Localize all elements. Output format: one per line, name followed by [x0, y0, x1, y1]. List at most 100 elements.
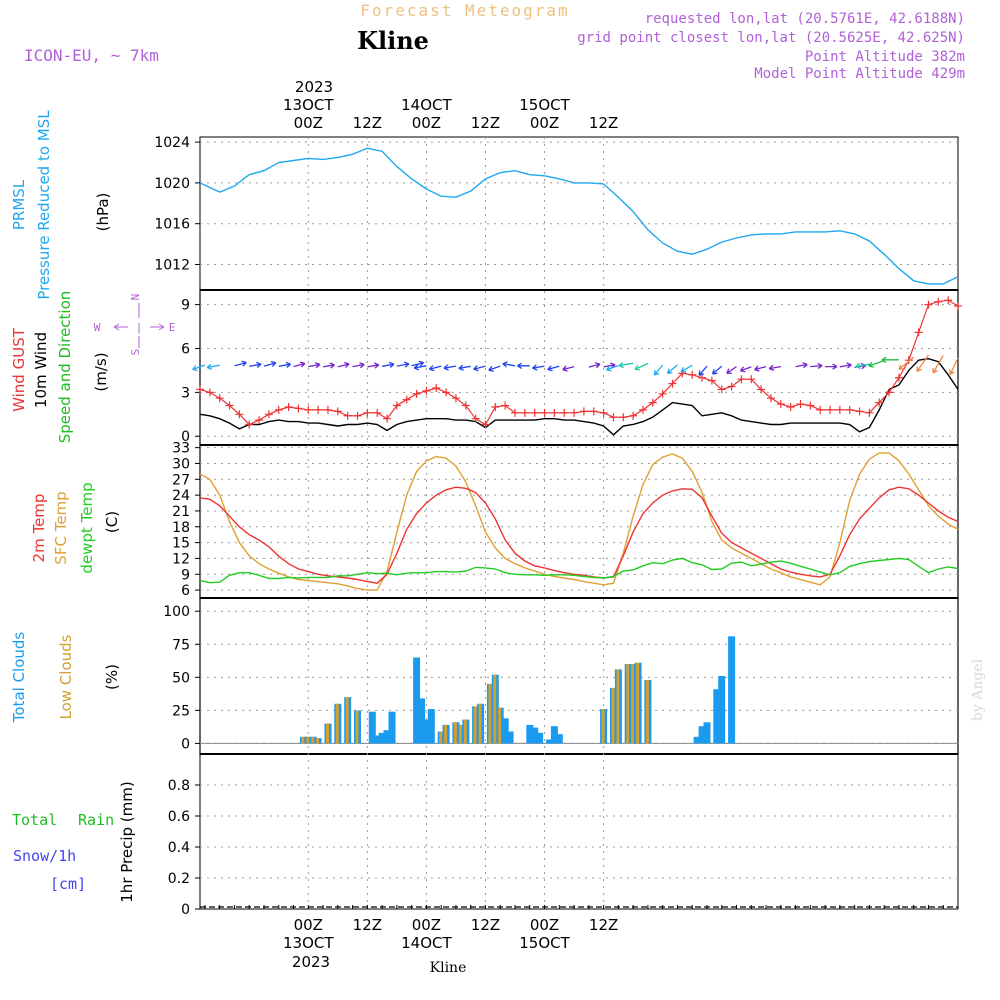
low-cloud-bar	[326, 723, 329, 744]
total-cloud-bar	[418, 698, 425, 744]
gust-marker	[806, 401, 815, 410]
wind-arrow	[443, 364, 457, 371]
model-label: ICON-EU, ~ 7km	[24, 46, 159, 65]
y-tick-label: 25	[172, 703, 190, 719]
panel-frames	[199, 136, 959, 910]
total-cloud-bar	[501, 718, 509, 744]
bottom-year-label: 2023	[292, 953, 330, 971]
gust-marker	[422, 386, 431, 395]
wind-arrow	[562, 365, 575, 372]
y-tick-label: 1016	[154, 217, 190, 233]
bottom-hour-label: 00Z	[530, 916, 559, 934]
cloud-bars	[200, 636, 958, 744]
wind-arrow	[666, 364, 678, 375]
credit-watermark: by Angel	[970, 658, 986, 721]
gust-marker	[599, 408, 608, 417]
gust-marker	[245, 420, 254, 429]
low-cloud-bar	[444, 724, 448, 744]
gust-marker	[530, 408, 539, 417]
gust-marker	[373, 408, 382, 417]
bottom-hour-label: 00Z	[412, 916, 441, 934]
low-cloud-bar	[601, 709, 605, 744]
low-cloud-bar	[301, 736, 305, 744]
clouds-panel: Total Clouds Low Clouds (%) 0 25 50 75 100 b…	[10, 604, 986, 752]
compass-arrows	[113, 303, 165, 348]
gust-marker	[314, 405, 323, 414]
gust-marker	[264, 410, 273, 419]
top-hour-label: 00Z	[294, 114, 323, 132]
gust-marker	[225, 401, 234, 410]
wind-arrow	[413, 364, 427, 371]
low-cloud-bar	[611, 687, 615, 744]
temp-dewpoint-line	[199, 557, 959, 584]
gust-marker	[619, 413, 628, 422]
wind-arrow	[263, 360, 277, 367]
wind-arrow	[547, 365, 560, 372]
wind-arrow	[932, 355, 944, 374]
low-cloud-bar	[626, 664, 630, 744]
gust-marker	[402, 395, 411, 404]
gust-marker	[491, 402, 500, 411]
wind-arrow	[192, 364, 206, 372]
gust-marker	[304, 405, 313, 414]
gust-marker	[954, 302, 962, 311]
pressure-panel: PRMSL Pressure Reduced to MSL (hPa) 1012…	[10, 110, 959, 300]
y-tick-label: 100	[163, 604, 190, 620]
gust-marker	[826, 405, 835, 414]
wind-arrow	[488, 365, 501, 372]
model-altitude: Model Point Altitude 429m	[754, 66, 965, 82]
total-cloud-bar	[728, 636, 736, 744]
low-cloud-bar	[458, 724, 462, 744]
gust-marker	[255, 416, 264, 425]
gust-marker	[451, 394, 460, 403]
total-cloud-bar	[378, 732, 386, 744]
y-tick-label: 33	[172, 441, 190, 457]
bottom-hour-label: 00Z	[294, 916, 323, 934]
wind-arrow	[588, 362, 601, 369]
total-cloud-bar	[526, 724, 534, 744]
y-tick-label: 15	[172, 536, 190, 552]
gust-marker	[570, 408, 579, 417]
top-day-label: 14OCT	[401, 96, 452, 114]
wind-arrow	[473, 365, 486, 372]
top-hour-label: 00Z	[530, 114, 559, 132]
gust-marker	[688, 370, 697, 379]
low-cloud-bar	[463, 719, 467, 744]
total-cloud-bar	[383, 730, 391, 744]
compass-e: E	[169, 321, 176, 334]
temp-2m-line	[199, 486, 959, 584]
pressure-unit: (hPa)	[94, 193, 112, 232]
compass-center: |	[136, 321, 143, 334]
top-hour-label: 00Z	[412, 114, 441, 132]
gust-marker	[904, 356, 913, 365]
gust-marker	[727, 382, 736, 391]
gust-marker	[658, 389, 667, 398]
gust-marker	[412, 389, 421, 398]
wind-arrow	[839, 362, 852, 369]
clouds-y-axis: 0 25 50 75 100	[163, 604, 200, 752]
wind-arrow	[739, 366, 752, 373]
prmsl-label: PRMSL	[10, 179, 28, 230]
rain-label: Rain	[78, 811, 114, 829]
low-cloud-bar	[316, 738, 320, 744]
gust-marker	[589, 407, 598, 416]
bottom-hour-label: 12Z	[353, 916, 382, 934]
gust-marker	[363, 408, 372, 417]
y-tick-label: 21	[172, 504, 190, 520]
temp-dew-label: dewpt Temp	[78, 482, 96, 573]
gust-marker	[855, 407, 864, 416]
total-cloud-bar	[698, 726, 706, 744]
y-tick-label: 30	[172, 456, 190, 472]
y-tick-label: 50	[172, 670, 190, 686]
total-cloud-bar	[373, 735, 381, 744]
wind-arrow	[411, 360, 425, 367]
wind-arrow	[868, 359, 885, 368]
wind-10m-label: 10m Wind	[32, 332, 50, 408]
gust-marker	[520, 408, 529, 417]
chart-title: Forecast Meteogram	[360, 1, 569, 20]
gust-marker	[511, 408, 520, 417]
gust-marker	[835, 405, 844, 414]
